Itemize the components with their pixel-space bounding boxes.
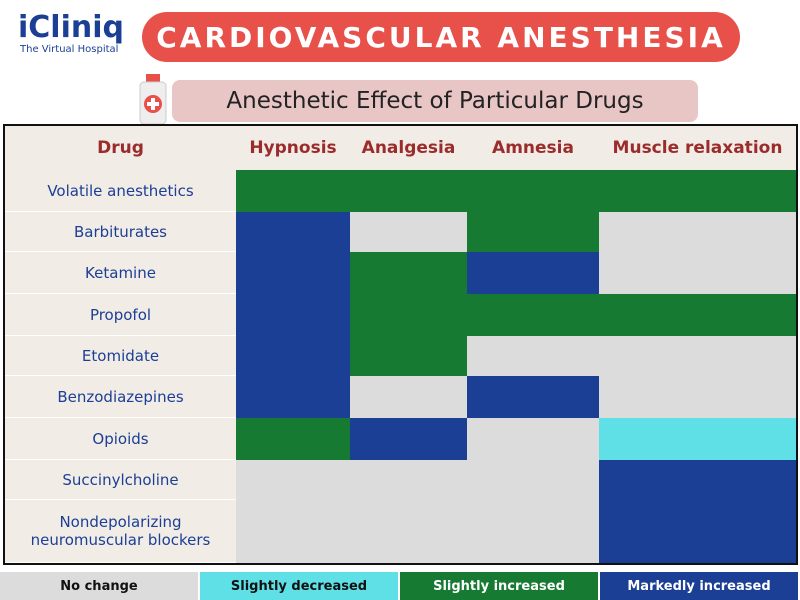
bottle-icon	[139, 74, 167, 125]
effect-cell	[236, 170, 350, 212]
drug-name: Benzodiazepines	[5, 376, 236, 418]
column-header: Analgesia	[350, 126, 467, 170]
effect-cell	[467, 460, 599, 500]
effect-cell	[599, 500, 796, 563]
drug-name: Propofol	[5, 294, 236, 336]
effect-cell	[599, 418, 796, 460]
effect-cell	[350, 212, 467, 252]
effect-cell	[236, 418, 350, 460]
effect-cell	[350, 252, 467, 294]
legend-item: Markedly increased	[600, 572, 798, 600]
column-header: Hypnosis	[236, 126, 350, 170]
drug-name: Etomidate	[5, 336, 236, 376]
drug-name: Ketamine	[5, 252, 236, 294]
table-border	[3, 124, 798, 565]
legend-item: Slightly decreased	[200, 572, 398, 600]
subtitle: Anesthetic Effect of Particular Drugs	[172, 80, 698, 122]
effect-cell	[467, 418, 599, 460]
effect-cell	[350, 170, 467, 212]
effect-cell	[599, 336, 796, 376]
effect-cell	[599, 252, 796, 294]
column-header: Muscle relaxation	[599, 126, 796, 170]
effect-cell	[467, 376, 599, 418]
effect-cell	[599, 212, 796, 252]
effect-cell	[236, 212, 350, 252]
effect-cell	[467, 212, 599, 252]
effect-cell	[467, 500, 599, 563]
effect-cell	[236, 460, 350, 500]
effect-cell	[467, 252, 599, 294]
drug-name: Volatile anesthetics	[5, 170, 236, 212]
effect-cell	[350, 460, 467, 500]
effect-cell	[599, 376, 796, 418]
effect-cell	[467, 294, 599, 336]
legend-item: Slightly increased	[400, 572, 598, 600]
effect-cell	[599, 460, 796, 500]
effect-cell	[467, 170, 599, 212]
logo: iCliniq	[18, 10, 124, 45]
effect-cell	[236, 500, 350, 563]
column-header: Amnesia	[467, 126, 599, 170]
effect-cell	[350, 336, 467, 376]
effect-cell	[599, 170, 796, 212]
column-header: Drug	[5, 126, 236, 170]
effect-cell	[350, 500, 467, 563]
effect-cell	[350, 294, 467, 336]
legend-item: No change	[0, 572, 198, 600]
effect-cell	[236, 376, 350, 418]
effect-cell	[467, 336, 599, 376]
effect-cell	[350, 376, 467, 418]
drug-name: Nondepolarizing neuromuscular blockers	[5, 500, 236, 563]
effect-cell	[236, 252, 350, 294]
drug-name: Succinylcholine	[5, 460, 236, 500]
effect-cell	[599, 294, 796, 336]
tagline: The Virtual Hospital	[20, 44, 119, 55]
effect-cell	[350, 418, 467, 460]
effect-cell	[236, 294, 350, 336]
title: CARDIOVASCULAR ANESTHESIA	[142, 12, 740, 62]
drug-name: Opioids	[5, 418, 236, 460]
effect-cell	[236, 336, 350, 376]
drug-name: Barbiturates	[5, 212, 236, 252]
